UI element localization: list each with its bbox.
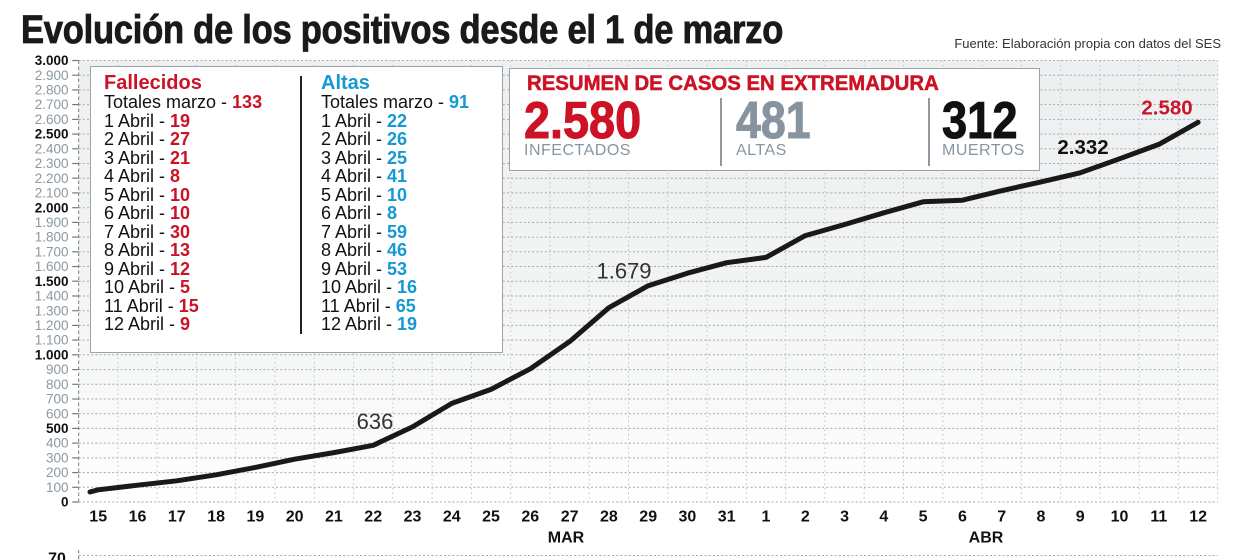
svg-text:9: 9 [1076, 509, 1085, 526]
svg-text:900: 900 [46, 362, 69, 377]
svg-text:30: 30 [679, 509, 697, 526]
svg-text:2.500: 2.500 [35, 127, 69, 142]
svg-text:29: 29 [639, 509, 657, 526]
svg-text:1.300: 1.300 [35, 303, 69, 318]
svg-text:0: 0 [61, 495, 69, 510]
svg-text:28: 28 [600, 509, 618, 526]
svg-text:2: 2 [801, 509, 810, 526]
svg-text:24: 24 [443, 509, 461, 526]
svg-text:MAR: MAR [548, 530, 585, 547]
svg-text:1.900: 1.900 [35, 215, 69, 230]
svg-text:2.400: 2.400 [35, 141, 69, 156]
svg-text:6: 6 [958, 509, 967, 526]
svg-text:2.100: 2.100 [35, 186, 69, 201]
svg-text:1: 1 [762, 509, 771, 526]
svg-text:1.700: 1.700 [35, 244, 69, 259]
svg-text:600: 600 [46, 406, 69, 421]
svg-text:22: 22 [364, 509, 382, 526]
svg-text:19: 19 [247, 509, 265, 526]
svg-text:300: 300 [46, 451, 69, 466]
svg-text:16: 16 [129, 509, 147, 526]
svg-text:1.100: 1.100 [35, 333, 69, 348]
svg-text:400: 400 [46, 436, 69, 451]
svg-text:1.600: 1.600 [35, 259, 69, 274]
svg-text:11: 11 [1150, 509, 1167, 526]
svg-text:23: 23 [404, 509, 422, 526]
svg-text:10: 10 [1111, 509, 1129, 526]
svg-text:1.000: 1.000 [35, 347, 69, 362]
svg-text:2.700: 2.700 [35, 97, 69, 112]
svg-text:2.900: 2.900 [35, 68, 69, 83]
svg-text:636: 636 [357, 409, 394, 434]
svg-text:31: 31 [718, 509, 736, 526]
svg-text:2.200: 2.200 [35, 171, 69, 186]
svg-text:100: 100 [46, 480, 69, 495]
svg-text:17: 17 [168, 509, 186, 526]
svg-text:1.200: 1.200 [35, 318, 69, 333]
svg-text:3.000: 3.000 [35, 53, 69, 68]
svg-text:20: 20 [286, 509, 304, 526]
svg-text:3: 3 [840, 509, 849, 526]
svg-text:1.500: 1.500 [35, 274, 69, 289]
svg-text:4: 4 [879, 509, 888, 526]
svg-text:200: 200 [46, 465, 69, 480]
svg-text:2.580: 2.580 [1141, 97, 1192, 120]
svg-text:26: 26 [521, 509, 539, 526]
svg-text:1.800: 1.800 [35, 230, 69, 245]
svg-text:70: 70 [48, 551, 66, 560]
svg-text:18: 18 [207, 509, 225, 526]
svg-text:2.332: 2.332 [1057, 136, 1108, 159]
svg-text:8: 8 [1037, 509, 1046, 526]
svg-text:2.300: 2.300 [35, 156, 69, 171]
svg-text:2.000: 2.000 [35, 200, 69, 215]
svg-text:500: 500 [46, 421, 69, 436]
svg-text:1.400: 1.400 [35, 289, 69, 304]
svg-text:21: 21 [325, 509, 343, 526]
svg-text:2.800: 2.800 [35, 83, 69, 98]
svg-text:27: 27 [561, 509, 579, 526]
svg-text:25: 25 [482, 509, 500, 526]
svg-text:7: 7 [997, 509, 1006, 526]
svg-text:1.679: 1.679 [596, 259, 651, 284]
svg-text:2.600: 2.600 [35, 112, 69, 127]
svg-text:ABR: ABR [969, 530, 1004, 547]
svg-text:5: 5 [919, 509, 928, 526]
svg-text:800: 800 [46, 377, 69, 392]
svg-text:15: 15 [89, 509, 107, 526]
svg-text:12: 12 [1189, 509, 1207, 526]
svg-text:700: 700 [46, 392, 69, 407]
